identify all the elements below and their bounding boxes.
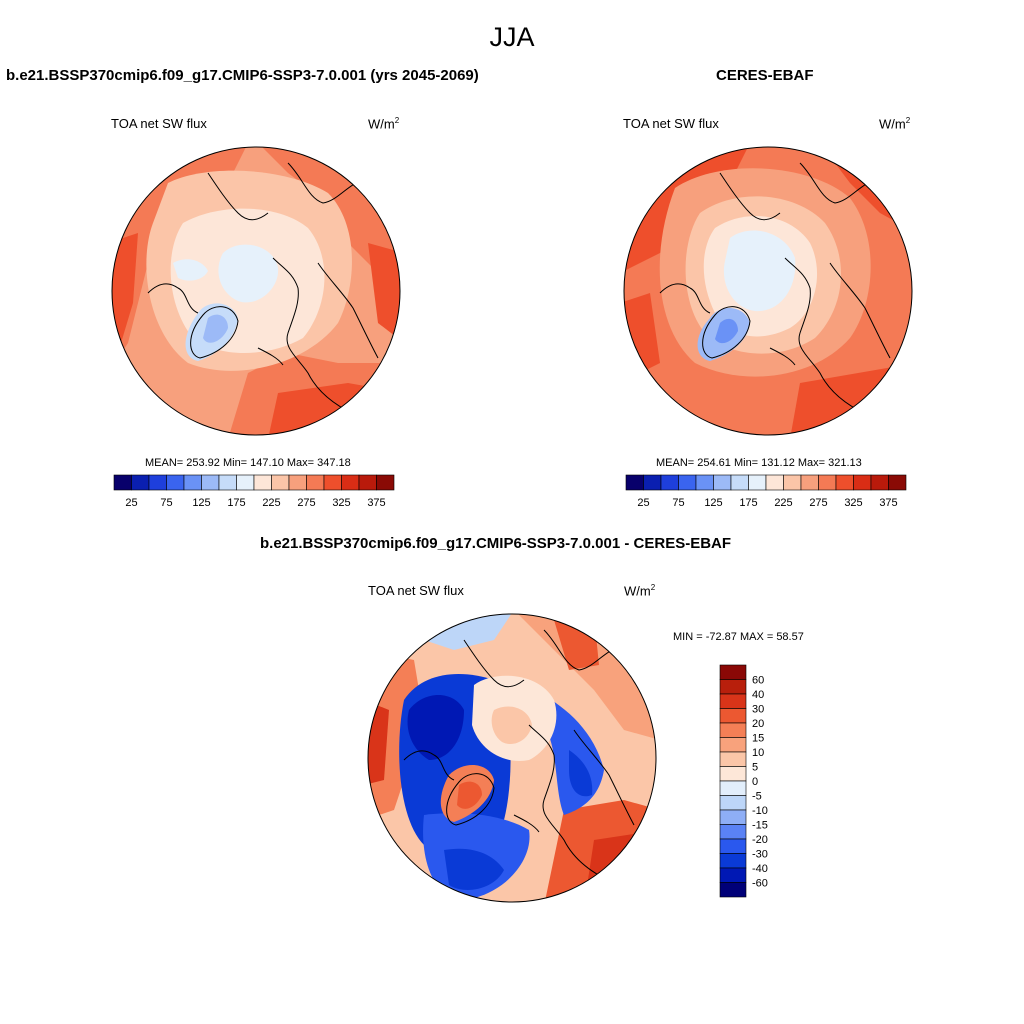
obs-colorbar-tick-label: 125	[704, 497, 722, 509]
obs-colorbar-box	[643, 474, 662, 491]
model-colorbar-box	[113, 474, 132, 491]
diff-colorbar-box	[719, 751, 747, 767]
model-colorbar-box	[236, 474, 255, 491]
diff-colorbar-tick-label: 5	[752, 762, 758, 774]
diff-colorbar-box	[719, 838, 747, 854]
diff-colorbar: 60 40 30 20 15 10 5 0 -5 -10 -15 -20 -30 -40 -60	[719, 664, 768, 898]
obs-colorbar-box	[870, 474, 889, 491]
diff-colorbar-tick-label: 30	[752, 704, 764, 716]
diff-colorbar-tick-label: 0	[752, 776, 758, 788]
diff-colorbar-box	[719, 824, 747, 840]
model-colorbar-box	[166, 474, 185, 491]
model-colorbar-tick-label: 75	[160, 497, 172, 509]
obs-units-label: W/m2	[879, 116, 911, 132]
obs-panel-title: CERES-EBAF	[716, 67, 814, 84]
model-colorbar-box	[148, 474, 167, 491]
model-colorbar-tick-label: 375	[367, 497, 385, 509]
diff-colorbar-tick-label: -10	[752, 805, 768, 817]
model-colorbar-box	[288, 474, 307, 491]
diff-colorbar-box	[719, 679, 747, 695]
obs-colorbar-box	[713, 474, 732, 491]
diff-colorbar-box	[719, 664, 747, 680]
diff-colorbar-tick-label: 15	[752, 733, 764, 745]
obs-colorbar-box	[678, 474, 697, 491]
diff-colorbar-box	[719, 882, 747, 898]
model-colorbar-box	[376, 474, 395, 491]
diff-colorbar-box	[719, 737, 747, 753]
obs-polar-map	[623, 146, 913, 436]
diff-colorbar-box	[719, 853, 747, 869]
model-colorbar-box	[253, 474, 272, 491]
obs-colorbar-box	[765, 474, 784, 491]
figure-title: JJA	[489, 22, 535, 52]
model-stats: MEAN= 253.92 Min= 147.10 Max= 347.18	[145, 457, 351, 469]
diff-colorbar-box	[719, 795, 747, 811]
diff-colorbar-tick-label: 40	[752, 689, 764, 701]
model-colorbar-box	[306, 474, 325, 491]
model-colorbar-box	[323, 474, 342, 491]
diff-colorbar-tick-label: -30	[752, 849, 768, 861]
diff-colorbar-tick-label: 10	[752, 747, 764, 759]
model-colorbar-box	[131, 474, 150, 491]
model-colorbar-box	[218, 474, 237, 491]
obs-colorbar-box	[888, 474, 907, 491]
diff-variable-label: TOA net SW flux	[368, 583, 464, 598]
diff-colorbar-box	[719, 867, 747, 883]
obs-colorbar-tick-label: 275	[809, 497, 827, 509]
obs-colorbar-tick-label: 375	[879, 497, 897, 509]
model-colorbar-tick-label: 175	[227, 497, 245, 509]
obs-colorbar: 25 75 125 175 225 275 325 375	[625, 474, 907, 509]
obs-variable-label: TOA net SW flux	[623, 116, 719, 131]
obs-colorbar-box	[835, 474, 854, 491]
obs-colorbar-box	[800, 474, 819, 491]
obs-colorbar-box	[695, 474, 714, 491]
obs-colorbar-tick-label: 175	[739, 497, 757, 509]
model-polar-map	[111, 146, 401, 436]
obs-colorbar-tick-label: 75	[672, 497, 684, 509]
diff-colorbar-box	[719, 722, 747, 738]
model-colorbar: 25 75 125 175 225 275 325 375	[113, 474, 395, 509]
obs-colorbar-tick-label: 25	[637, 497, 649, 509]
diff-colorbar-box	[719, 708, 747, 724]
model-variable-label: TOA net SW flux	[111, 116, 207, 131]
diff-colorbar-box	[719, 780, 747, 796]
model-colorbar-box	[183, 474, 202, 491]
diff-colorbar-tick-label: -15	[752, 820, 768, 832]
diff-colorbar-box	[719, 766, 747, 782]
model-colorbar-tick-label: 275	[297, 497, 315, 509]
model-colorbar-box	[341, 474, 360, 491]
model-units-label: W/m2	[368, 116, 400, 132]
obs-colorbar-box	[625, 474, 644, 491]
obs-colorbar-box	[853, 474, 872, 491]
model-colorbar-box	[271, 474, 290, 491]
model-colorbar-tick-label: 25	[125, 497, 137, 509]
model-colorbar-box	[201, 474, 220, 491]
diff-colorbar-tick-label: 60	[752, 675, 764, 687]
obs-colorbar-box	[783, 474, 802, 491]
obs-colorbar-tick-label: 325	[844, 497, 862, 509]
diff-colorbar-tick-label: 20	[752, 718, 764, 730]
model-panel-title: b.e21.BSSP370cmip6.f09_g17.CMIP6-SSP3-7.…	[6, 67, 479, 84]
diff-colorbar-tick-label: -60	[752, 878, 768, 890]
diff-colorbar-box	[719, 693, 747, 709]
diff-colorbar-tick-label: -5	[752, 791, 762, 803]
model-colorbar-box	[358, 474, 377, 491]
model-colorbar-tick-label: 125	[192, 497, 210, 509]
diff-colorbar-box	[719, 809, 747, 825]
diff-panel-title: b.e21.BSSP370cmip6.f09_g17.CMIP6-SSP3-7.…	[260, 535, 732, 552]
diff-colorbar-tick-label: -20	[752, 834, 768, 846]
obs-colorbar-box	[818, 474, 837, 491]
model-colorbar-tick-label: 325	[332, 497, 350, 509]
obs-colorbar-tick-label: 225	[774, 497, 792, 509]
diff-units-label: W/m2	[624, 583, 656, 599]
model-colorbar-tick-label: 225	[262, 497, 280, 509]
diff-polar-map	[367, 613, 657, 903]
obs-stats: MEAN= 254.61 Min= 131.12 Max= 321.13	[656, 457, 862, 469]
obs-colorbar-box	[748, 474, 767, 491]
diff-colorbar-tick-label: -40	[752, 863, 768, 875]
diff-stats: MIN = -72.87 MAX = 58.57	[673, 631, 804, 643]
obs-colorbar-box	[660, 474, 679, 491]
obs-colorbar-box	[730, 474, 749, 491]
